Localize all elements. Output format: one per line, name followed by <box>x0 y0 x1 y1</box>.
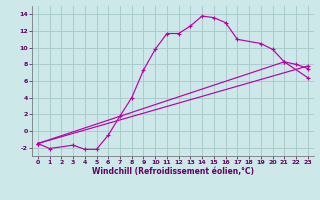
X-axis label: Windchill (Refroidissement éolien,°C): Windchill (Refroidissement éolien,°C) <box>92 167 254 176</box>
